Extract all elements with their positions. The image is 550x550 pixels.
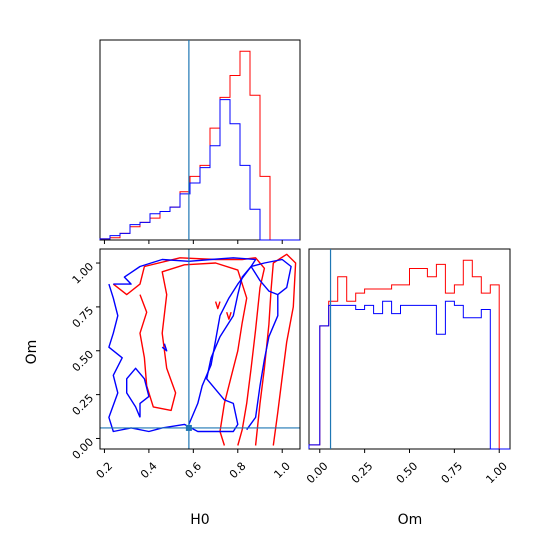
red-contour-0 bbox=[112, 257, 266, 446]
joint-panel-frame bbox=[99, 248, 301, 450]
blue-contour-3 bbox=[126, 367, 150, 418]
h0-histogram-blue-series bbox=[99, 99, 300, 241]
contour-lines-group bbox=[108, 253, 297, 446]
blue-contour-4 bbox=[161, 343, 168, 352]
x-axis-label-om: Om bbox=[398, 512, 423, 528]
h0-histogram-panel bbox=[99, 39, 301, 244]
om-x-tick-label-1: 0.25 bbox=[349, 460, 376, 487]
x-axis-label-h0: H0 bbox=[190, 512, 209, 528]
joint-y-tick-label-3: 0.75 bbox=[70, 304, 97, 331]
joint-y-tick-label-1: 0.25 bbox=[70, 392, 97, 419]
joint-x-tick-label-0: 0.2 bbox=[94, 460, 116, 482]
red-contour-2 bbox=[226, 311, 232, 320]
y-axis-label-om: Om bbox=[24, 340, 40, 365]
om-x-tick-label-2: 0.50 bbox=[394, 460, 421, 487]
blue-contour-2 bbox=[246, 294, 279, 431]
joint-x-tick-label-4: 1.0 bbox=[271, 460, 293, 482]
h0-histogram-frame bbox=[99, 39, 301, 241]
joint-y-tick-label-2: 0.50 bbox=[70, 348, 97, 375]
joint-y-tick-label-0: 0.00 bbox=[70, 436, 97, 463]
om-histogram-panel: 0.00 0.25 0.50 0.75 1.00 bbox=[304, 248, 511, 487]
h0-histogram-red-series bbox=[99, 50, 300, 241]
om-histogram-red-series bbox=[308, 259, 510, 450]
red-contour-1 bbox=[139, 262, 248, 446]
joint-truth-marker bbox=[185, 424, 192, 431]
om-x-tick-label-0: 0.00 bbox=[304, 460, 331, 487]
joint-x-tick-label-2: 0.6 bbox=[183, 460, 205, 482]
om-x-tick-label-3: 0.75 bbox=[439, 460, 466, 487]
om-x-tick-label-4: 1.00 bbox=[483, 460, 510, 487]
blue-contour-0 bbox=[108, 257, 257, 433]
joint-x-tick-label-1: 0.4 bbox=[138, 460, 160, 482]
red-contour-4 bbox=[254, 253, 297, 446]
red-contour-3 bbox=[214, 301, 221, 310]
blue-contour-5 bbox=[188, 266, 252, 425]
joint-y-tick-label-4: 1.00 bbox=[70, 260, 97, 287]
om-histogram-blue-series bbox=[308, 300, 510, 450]
h0-om-contour-panel: 0.2 0.4 0.6 0.8 1.0 0.00 0.25 0.50 0.75 1.00 bbox=[70, 248, 301, 482]
joint-x-tick-label-3: 0.8 bbox=[227, 460, 249, 482]
blue-contour-1 bbox=[250, 258, 292, 296]
